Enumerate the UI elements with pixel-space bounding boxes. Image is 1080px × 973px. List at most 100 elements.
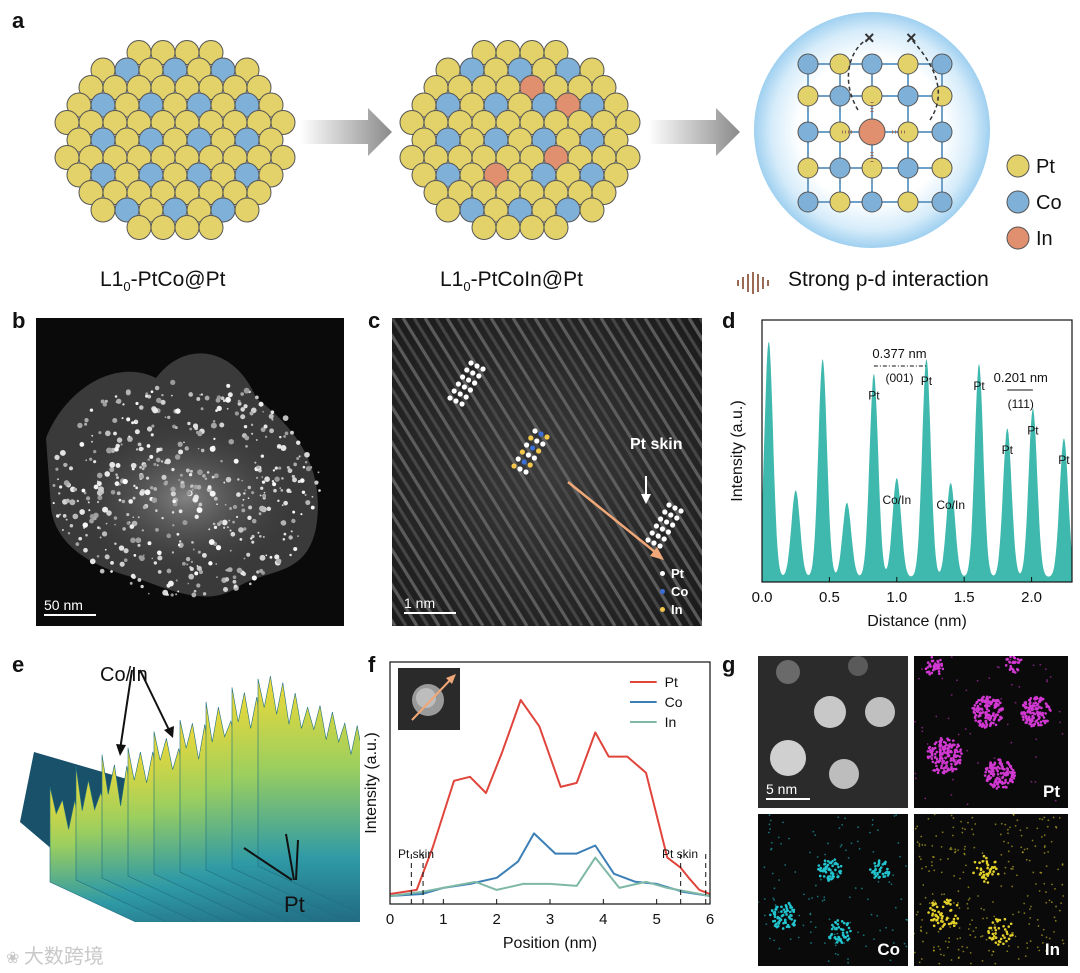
atom-column	[459, 401, 465, 407]
eds-signal	[998, 767, 1001, 770]
eds-signal	[939, 743, 943, 747]
nanoparticle	[208, 561, 213, 566]
lattice-fringe	[392, 457, 496, 626]
eds-signal	[957, 957, 960, 960]
eds-signal	[834, 861, 838, 865]
eds-signal	[984, 719, 988, 723]
nanoparticle	[196, 565, 202, 571]
eds-signal	[935, 764, 938, 768]
eds-signal	[841, 823, 844, 826]
eds-signal	[840, 920, 844, 923]
eds-signal	[947, 750, 950, 754]
grid-atom	[931, 85, 953, 107]
eds-signal	[770, 848, 772, 851]
eds-signal	[986, 866, 989, 870]
nanoparticle	[290, 430, 294, 435]
eds-signal	[999, 701, 1002, 705]
nanoparticle	[92, 516, 97, 521]
eds-signal	[1053, 916, 1056, 919]
eds-signal	[950, 656, 953, 659]
nanoparticle	[102, 506, 109, 513]
nanoparticle	[79, 509, 85, 515]
legend-label: In	[1036, 228, 1053, 250]
nanoparticle	[192, 548, 195, 551]
nanoparticle	[82, 522, 88, 528]
eds-signal	[921, 867, 923, 870]
nanoparticle	[150, 433, 154, 437]
nanoparticle	[258, 512, 262, 516]
nanoparticle	[254, 461, 257, 464]
eds-signal	[827, 867, 831, 870]
eds-signal	[1034, 699, 1036, 702]
eds-signal	[1025, 718, 1029, 722]
nanoparticle	[209, 490, 216, 497]
eds-signal	[997, 785, 1000, 788]
lattice-fringe	[599, 318, 702, 485]
eds-signal	[1010, 778, 1014, 782]
nanoparticle	[109, 467, 115, 473]
atom-column	[678, 508, 684, 514]
series-line-in	[389, 856, 711, 897]
eds-signal	[1001, 934, 1005, 937]
eds-signal	[833, 933, 836, 936]
eds-signal	[1030, 708, 1034, 711]
lattice-fringe	[533, 318, 702, 592]
eds-signal	[921, 919, 923, 921]
nanoparticle	[153, 462, 157, 466]
lattice-fringe	[632, 318, 702, 432]
eds-signal	[1028, 859, 1031, 862]
eds-signal	[787, 901, 791, 905]
nanoparticle	[223, 587, 228, 592]
lattice-atom	[258, 92, 284, 118]
nanoparticle	[164, 416, 167, 419]
eds-signal	[785, 905, 788, 908]
eds-signal	[827, 842, 829, 845]
eds-signal	[773, 939, 776, 942]
eds-signal	[1042, 716, 1046, 719]
nanoparticle	[251, 534, 255, 539]
lattice-atom	[579, 57, 605, 83]
nanoparticle	[222, 399, 226, 403]
nanoparticle	[243, 424, 248, 429]
eds-signal	[817, 864, 821, 867]
nanoparticle	[115, 463, 121, 468]
nanoparticle	[298, 455, 301, 458]
eds-signal	[856, 840, 859, 843]
eds-signal	[782, 908, 786, 911]
nanoparticle	[286, 465, 290, 470]
eds-signal	[943, 922, 946, 926]
eds-signal	[996, 702, 999, 706]
eds-signal	[979, 719, 982, 723]
nanoparticle	[196, 430, 200, 435]
eds-signal	[931, 901, 934, 905]
eds-signal	[995, 867, 998, 871]
eds-signal	[930, 752, 934, 756]
eds-signal	[877, 876, 881, 879]
lattice-fringe	[412, 318, 606, 626]
eds-signal	[877, 860, 881, 864]
nanoparticle	[296, 440, 301, 445]
nanoparticle	[142, 505, 147, 510]
eds-signal	[951, 834, 954, 837]
nanoparticle	[156, 397, 162, 404]
nanoparticle	[238, 527, 244, 533]
eds-signal	[945, 901, 948, 905]
eds-signal	[934, 914, 938, 918]
lattice-atom	[603, 162, 629, 188]
eds-signal	[1029, 908, 1031, 911]
eds-signal	[778, 947, 781, 950]
eds-signal	[965, 864, 967, 867]
nanoparticle	[67, 532, 71, 535]
nanoparticle	[246, 552, 251, 557]
nanoparticle	[271, 480, 275, 483]
eds-signal	[832, 925, 835, 929]
grid-atom	[858, 118, 886, 146]
nanoparticle	[273, 488, 277, 493]
atom-column	[455, 381, 461, 387]
eds-signal	[1028, 707, 1031, 711]
lattice-atom	[258, 127, 284, 153]
atom-column	[521, 459, 527, 465]
eds-signal	[868, 831, 871, 834]
eds-signal	[996, 920, 999, 923]
x-axis-label: Position (nm)	[503, 935, 597, 952]
